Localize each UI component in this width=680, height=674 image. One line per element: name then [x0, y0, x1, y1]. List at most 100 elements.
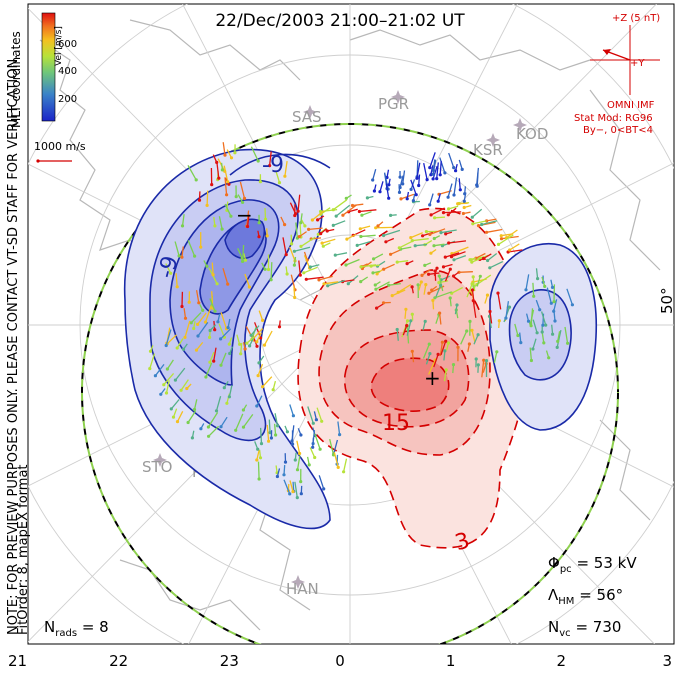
velocity-vector-origin	[299, 433, 303, 437]
velocity-vector-origin	[444, 368, 448, 372]
mlt-tick-label: 21	[8, 652, 27, 670]
velocity-vector-origin	[446, 213, 450, 217]
velocity-vector-origin	[303, 224, 307, 228]
velocity-vector-origin	[389, 213, 393, 217]
velocity-vector-origin	[378, 190, 382, 194]
velocity-vector-origin	[242, 196, 247, 200]
velocity-vector-origin	[438, 173, 442, 177]
stat-model: Stat Mod: RG96	[574, 113, 653, 124]
velocity-vector	[438, 275, 444, 292]
velocity-vector-origin	[333, 253, 337, 257]
velocity-vector-origin	[375, 306, 379, 310]
velocity-vector-origin	[295, 496, 299, 500]
velocity-vector	[416, 162, 421, 179]
velocity-vector	[282, 237, 287, 255]
velocity-vector-origin	[307, 463, 311, 467]
velocity-vector-origin	[373, 283, 377, 287]
velocity-vector	[195, 341, 204, 351]
velocity-vector	[292, 481, 295, 492]
velocity-vector	[220, 352, 227, 366]
velocity-vector-origin	[397, 246, 401, 250]
velocity-vector	[402, 170, 406, 184]
velocity-vector	[263, 330, 273, 346]
colorbar-tick: 400	[58, 66, 77, 77]
velocity-vector-origin	[249, 333, 253, 337]
velocity-vector-origin	[398, 185, 402, 190]
velocity-vector-origin	[226, 180, 230, 184]
velocity-vector	[266, 424, 270, 442]
velocity-vector	[422, 343, 430, 359]
velocity-vector-origin	[443, 171, 447, 175]
velocity-vector-origin	[298, 451, 302, 456]
velocity-vector-origin	[420, 273, 424, 277]
velocity-vector-origin	[476, 333, 480, 337]
velocity-vector-origin	[360, 213, 364, 217]
velocity-vector-origin	[238, 342, 242, 346]
velocity-vector-origin	[374, 226, 378, 230]
velocity-vector	[466, 283, 473, 298]
velocity-vector	[226, 393, 231, 404]
velocity-vector	[439, 342, 444, 357]
velocity-vector-origin	[316, 218, 320, 222]
velocity-vector-origin	[248, 344, 252, 348]
velocity-vector	[175, 273, 178, 287]
velocity-vector	[476, 172, 479, 187]
velocity-vector-origin	[441, 265, 446, 269]
n-vc: Nvc = 730	[548, 618, 621, 639]
velocity-vector	[197, 312, 207, 325]
velocity-vector	[300, 236, 316, 247]
velocity-vector	[270, 262, 273, 280]
velocity-vector-origin	[427, 342, 431, 346]
velocity-vector	[447, 183, 453, 198]
velocity-vector	[532, 282, 535, 297]
velocity-vector	[473, 334, 479, 345]
velocity-vector-origin	[255, 458, 259, 462]
velocity-vector-origin	[214, 409, 219, 413]
velocity-vector-origin	[401, 182, 405, 186]
velocity-vector-origin	[322, 487, 326, 491]
velocity-vector	[264, 207, 267, 220]
velocity-vector	[180, 379, 189, 391]
velocity-vector	[303, 254, 311, 269]
velocity-vector-origin	[291, 442, 295, 446]
velocity-vector-origin	[185, 386, 189, 391]
velocity-vector	[508, 249, 523, 253]
velocity-vector	[402, 325, 408, 336]
reference-vector-dot	[36, 159, 40, 163]
velocity-vector-origin	[396, 290, 400, 294]
velocity-vector	[439, 157, 446, 174]
velocity-vector	[166, 359, 174, 370]
velocity-vector	[557, 331, 561, 342]
velocity-vector	[224, 177, 228, 195]
velocity-vector	[295, 222, 299, 239]
velocity-vector	[293, 286, 296, 298]
velocity-vector	[289, 404, 295, 416]
velocity-vector	[311, 210, 325, 221]
velocity-vector-origin	[532, 294, 536, 298]
velocity-vector-origin	[326, 284, 330, 288]
velocity-vector	[184, 320, 191, 338]
velocity-vector-origin	[433, 216, 437, 220]
velocity-vector-origin	[302, 271, 306, 275]
velocity-vector	[433, 354, 439, 368]
velocity-vector	[359, 209, 377, 213]
velocity-vector	[443, 369, 447, 382]
velocity-vector	[323, 281, 339, 285]
velocity-vector-origin	[504, 316, 508, 320]
velocity-vector-origin	[257, 221, 261, 225]
radar-site-label: HAN	[286, 580, 319, 598]
velocity-vector-origin	[153, 374, 157, 378]
velocity-vector	[506, 229, 518, 239]
colorbar-ticks: 600 400 200	[58, 39, 77, 105]
velocity-vector-origin	[432, 236, 436, 241]
velocity-vector-origin	[344, 263, 348, 267]
velocity-vector-origin	[266, 267, 271, 272]
velocity-vector-origin	[208, 360, 212, 364]
velocity-vector	[444, 268, 451, 282]
velocity-vector-origin	[187, 300, 191, 304]
velocity-vector	[448, 205, 459, 210]
velocity-vector-origin	[180, 224, 185, 228]
velocity-vector	[174, 367, 186, 381]
